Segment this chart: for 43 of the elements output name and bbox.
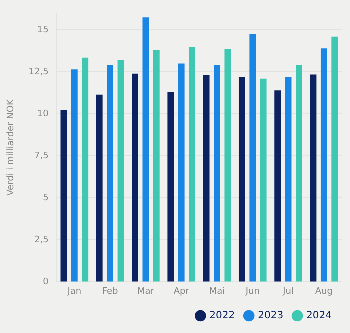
y-tick-label: 12,5 xyxy=(28,68,49,78)
bar xyxy=(153,50,160,282)
y-tick-label: 2,5 xyxy=(34,236,49,246)
y-tick-label: 5 xyxy=(43,194,49,204)
x-tick-label: Jan xyxy=(66,286,82,297)
bar xyxy=(238,77,246,282)
bar xyxy=(285,77,292,282)
bar xyxy=(96,94,103,282)
y-tick-label: 10 xyxy=(37,110,50,120)
bar xyxy=(118,60,124,282)
bar xyxy=(260,78,267,282)
bar xyxy=(332,36,338,282)
x-tick-label: Mai xyxy=(209,286,226,297)
bar xyxy=(320,48,328,282)
y-tick-label: 15 xyxy=(37,26,49,36)
x-tick-label: Jun xyxy=(244,286,260,297)
y-axis-title: Verdi i milliarder NOK xyxy=(6,98,17,196)
bar xyxy=(132,74,138,282)
bar xyxy=(310,74,317,282)
legend-label: 2023 xyxy=(258,310,284,322)
bar xyxy=(142,18,150,282)
bar xyxy=(189,47,196,282)
bar xyxy=(274,90,282,282)
legend-label: 2022 xyxy=(210,310,236,322)
x-tick-label: Feb xyxy=(102,286,119,297)
bar xyxy=(203,76,210,282)
bar xyxy=(82,58,89,282)
bar xyxy=(224,50,232,282)
x-tick-label: Aug xyxy=(315,286,333,297)
bar xyxy=(168,92,174,282)
bar xyxy=(107,65,114,282)
x-tick-label: Apr xyxy=(174,286,190,297)
x-tick-label: Mar xyxy=(137,286,155,297)
bar xyxy=(296,65,302,282)
bar xyxy=(214,65,220,282)
bar xyxy=(250,34,256,282)
bar xyxy=(71,70,78,282)
bar xyxy=(178,64,185,282)
y-tick-label: 0 xyxy=(43,278,50,288)
x-tick-label: Jul xyxy=(282,286,294,297)
y-tick-label: 7,5 xyxy=(34,152,49,162)
legend-label: 2024 xyxy=(306,310,332,322)
bar xyxy=(60,110,68,282)
